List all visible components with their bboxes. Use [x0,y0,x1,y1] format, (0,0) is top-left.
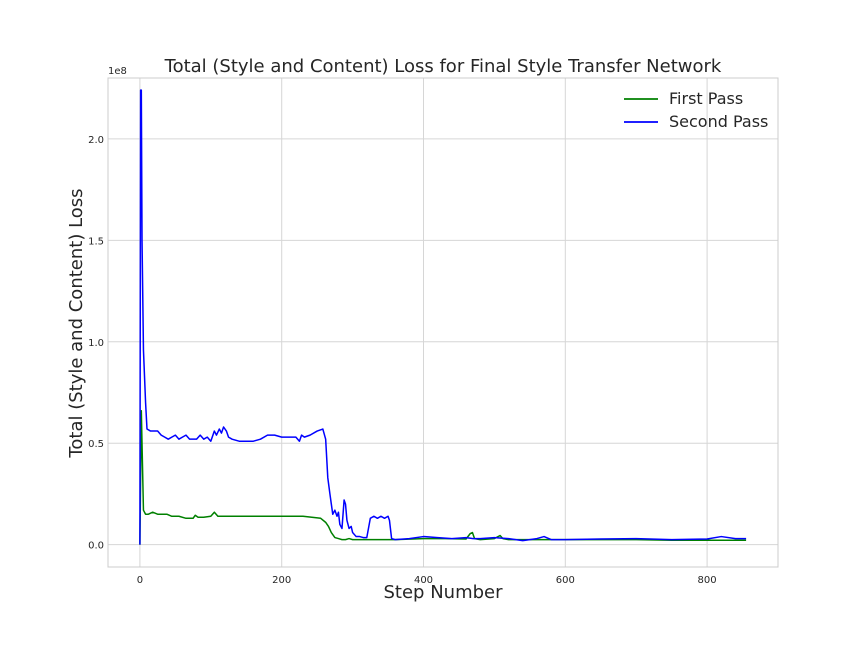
y-tick-label: 2.0 [88,135,104,146]
legend-label-second-pass: Second Pass [669,112,768,131]
tick-labels: 0 200 400 600 800 0.0 0.5 1.0 1.5 2.0 [88,135,717,586]
x-tick-label: 0 [137,575,143,586]
chart-title: Total (Style and Content) Loss for Final… [164,56,722,77]
x-tick-label: 400 [414,575,433,586]
x-axis-label: Step Number [383,582,503,603]
plot-frame [107,77,779,568]
y-tick-label: 0.0 [88,541,104,552]
y-tick-label: 1.0 [88,338,104,349]
legend-label-first-pass: First Pass [669,89,743,108]
y-scale-label: 1e8 [108,66,127,77]
y-tick-label: 0.5 [88,439,104,450]
x-tick-label: 800 [698,575,717,586]
legend: First Pass Second Pass [624,89,768,131]
x-tick-label: 200 [272,575,291,586]
grid [108,78,778,567]
y-axis-label: Total (Style and Content) Loss [66,188,87,458]
series-line-second-pass [139,89,747,545]
y-tick-label: 1.5 [88,236,104,247]
x-tick-label: 600 [556,575,575,586]
plot-area [108,78,778,567]
series-lines [139,89,747,545]
